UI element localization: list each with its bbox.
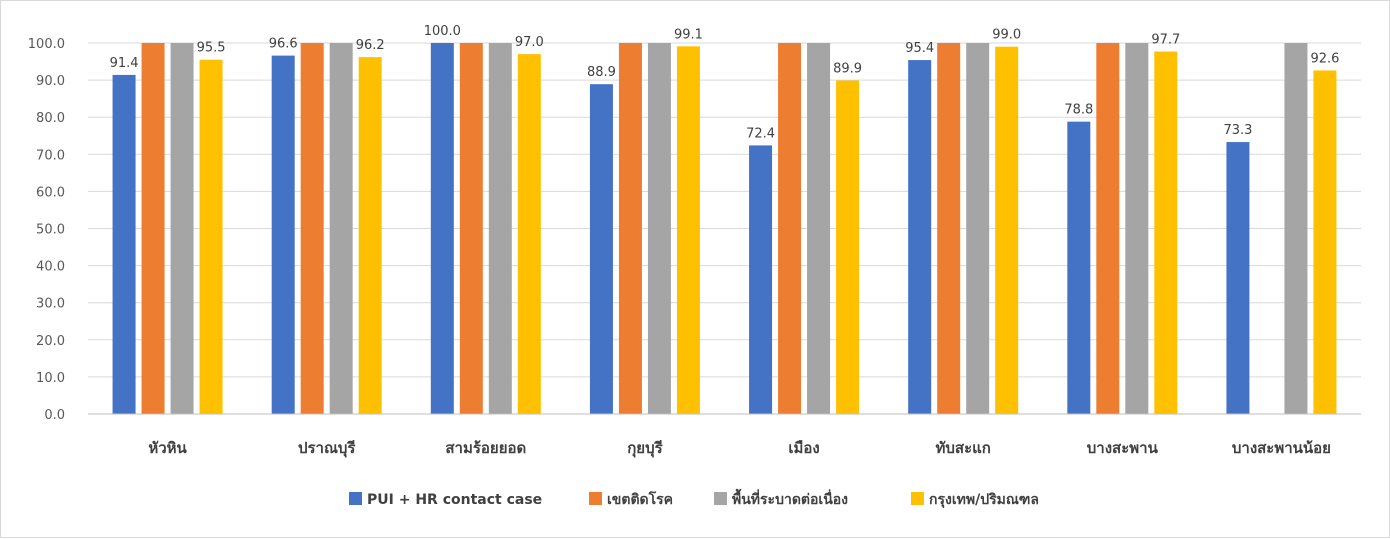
legend-swatch [589, 492, 602, 505]
data-label: 72.4 [746, 126, 775, 141]
x-category-label: บางสะพานน้อย [1232, 439, 1331, 457]
y-tick-label: 90.0 [36, 74, 65, 89]
bar [966, 43, 990, 414]
data-label: 91.4 [110, 56, 139, 71]
data-label: 73.3 [1223, 123, 1252, 138]
x-category-label: หัวหิน [148, 439, 187, 457]
x-category-label: ปราณบุรี [298, 439, 356, 458]
y-tick-label: 10.0 [36, 371, 65, 386]
bar [112, 74, 136, 414]
data-label: 97.7 [1151, 33, 1180, 48]
bar [459, 43, 483, 414]
y-tick-label: 100.0 [28, 37, 65, 52]
data-label: 95.5 [197, 41, 226, 56]
data-label: 95.4 [905, 41, 934, 56]
bar [1067, 121, 1091, 414]
x-category-label: เมือง [788, 439, 819, 457]
bar [430, 43, 454, 414]
y-tick-label: 80.0 [36, 111, 65, 126]
legend-swatch [911, 492, 924, 505]
y-tick-label: 30.0 [36, 297, 65, 312]
bar [749, 145, 773, 414]
bar [778, 43, 802, 414]
x-category-label: สามร้อยยอด [445, 439, 526, 457]
bar [1313, 70, 1337, 414]
y-tick-label: 60.0 [36, 185, 65, 200]
bar [170, 43, 194, 414]
data-label: 99.1 [674, 27, 703, 42]
data-label: 88.9 [587, 65, 616, 80]
bar [1226, 142, 1250, 414]
legend-swatch [349, 492, 362, 505]
data-label: 100.0 [424, 24, 461, 39]
bar [517, 54, 541, 414]
bar [358, 57, 382, 415]
y-tick-label: 50.0 [36, 223, 65, 238]
bar [676, 46, 700, 415]
data-label: 78.8 [1064, 103, 1093, 118]
y-tick-label: 40.0 [36, 260, 65, 275]
bar [937, 43, 961, 414]
y-tick-label: 20.0 [36, 334, 65, 349]
bar [271, 55, 295, 414]
legend-swatch [714, 492, 727, 505]
bar [300, 43, 324, 414]
data-label: 96.2 [356, 38, 385, 53]
legend-label: กรุงเทพ/ปริมณฑล [929, 492, 1039, 508]
legend-label: PUI + HR contact case [367, 492, 542, 508]
x-category-label: ทับสะแก [936, 439, 991, 457]
data-label: 92.6 [1310, 51, 1339, 66]
bar [995, 46, 1019, 415]
bar [488, 43, 512, 414]
bar [589, 84, 613, 414]
data-label: 99.0 [992, 28, 1021, 43]
bar [1284, 43, 1308, 414]
data-label: 96.6 [269, 37, 298, 52]
bar [647, 43, 671, 414]
legend-label: เขตติดโรค [607, 490, 673, 508]
y-tick-label: 70.0 [36, 148, 65, 163]
bar [1125, 43, 1149, 414]
bar [1154, 51, 1178, 415]
bar [836, 80, 860, 414]
y-tick-label: 0.0 [44, 408, 65, 423]
bar [908, 60, 932, 414]
bar [199, 59, 223, 414]
x-category-label: กุยบุรี [627, 439, 663, 458]
bar [807, 43, 831, 414]
x-category-label: บางสะพาน [1087, 439, 1159, 457]
legend-label: พื้นที่ระบาดต่อเนื่อง [732, 488, 848, 508]
data-label: 97.0 [515, 35, 544, 50]
data-label: 89.9 [833, 61, 862, 76]
bar [1096, 43, 1120, 414]
bar [618, 43, 642, 414]
bar [141, 43, 165, 414]
bar [329, 43, 353, 414]
